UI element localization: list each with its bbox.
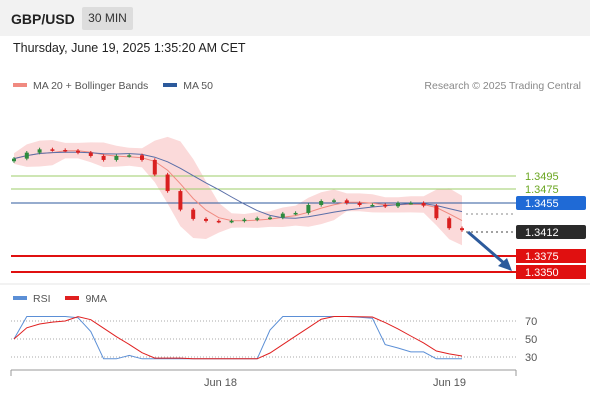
ma50-line (13, 151, 463, 219)
chart-datetime: Thursday, June 19, 2025 1:35:20 AM CET (13, 41, 246, 55)
candle-body (114, 155, 119, 160)
candlestick-series (12, 147, 464, 232)
rsi-tick-30: 30 (525, 352, 537, 364)
candle-body (178, 191, 183, 210)
legend-item-ma20[interactable]: MA 20 + Bollinger Bands (13, 80, 148, 92)
candle-body (293, 212, 298, 215)
rsi-line (13, 316, 462, 360)
resistance-2-label: 1.3495 (525, 171, 559, 183)
bollinger-band (14, 136, 462, 246)
candle-body (268, 217, 272, 220)
rsi-tick-50: 50 (525, 334, 537, 346)
candle-body (229, 220, 234, 223)
candle-body (306, 204, 311, 213)
candle-body (408, 203, 413, 205)
forecast-arrow (467, 230, 512, 271)
candle-body (344, 200, 349, 203)
candle-body (255, 218, 260, 220)
candle-body (101, 155, 106, 160)
legend-label-ma20: MA 20 + Bollinger Bands (33, 80, 149, 92)
legend-item-rsi[interactable]: RSI (13, 293, 51, 305)
legend-item-ma50[interactable]: MA 50 (163, 80, 213, 92)
x-label-jun18: Jun 18 (204, 377, 237, 389)
support-1-label: 1.3375 (525, 251, 559, 263)
candle-body (88, 152, 93, 156)
instrument-symbol: GBP/USD (11, 11, 75, 27)
candle-body (140, 155, 144, 160)
rsi-tick-70: 70 (525, 316, 537, 328)
candle-body (383, 204, 388, 207)
candle-body (447, 218, 452, 229)
candle-body (357, 203, 362, 205)
legend-label-9ma: 9MA (85, 293, 108, 305)
candle-body (204, 218, 208, 221)
ma50-swatch (163, 83, 178, 88)
x-label-jun19: Jun 19 (433, 377, 466, 389)
price-legend: MA 20 + Bollinger Bands MA 50 (13, 80, 225, 92)
rsi-legend: RSI 9MA (13, 293, 119, 305)
candle-body (216, 220, 221, 223)
9ma-swatch (65, 296, 80, 301)
pivot-label-box (516, 196, 586, 210)
candle-body (50, 149, 55, 151)
ma20-line (13, 150, 463, 222)
legend-label-ma50: MA 50 (183, 80, 213, 92)
chart-header: GBP/USD 30 MIN (0, 0, 590, 36)
candle-body (319, 201, 324, 205)
candle-body (280, 213, 285, 218)
pivot-label: 1.3455 (525, 198, 559, 210)
candle-body (76, 150, 80, 153)
candle-body (165, 174, 170, 192)
candle-body (127, 155, 132, 157)
candle-body (332, 200, 336, 202)
candle-body (63, 150, 68, 152)
candle-body (370, 204, 375, 207)
last-price-box (516, 225, 586, 239)
candle-body (191, 209, 196, 219)
timeframe-button[interactable]: 30 MIN (82, 7, 133, 30)
candle-body (396, 203, 400, 207)
candle-body (37, 149, 42, 153)
copyright-text: Research © 2025 Trading Central (424, 80, 581, 92)
rsi-swatch (13, 296, 27, 301)
resistance-1-label: 1.3475 (525, 184, 559, 196)
rsi-9ma-line (13, 316, 463, 360)
candle-body (152, 159, 157, 175)
legend-item-9ma[interactable]: 9MA (65, 293, 107, 305)
last-price-label: 1.3412 (525, 227, 559, 239)
support-1-box (516, 249, 586, 263)
candle-body (24, 152, 29, 159)
legend-label-rsi: RSI (33, 293, 51, 305)
candle-body (460, 228, 464, 231)
support-2-label: 1.3350 (525, 267, 559, 279)
candle-body (242, 219, 247, 222)
support-2-box (516, 265, 586, 279)
ma20-swatch (13, 83, 27, 88)
candle-body (12, 158, 16, 162)
candle-body (421, 203, 426, 206)
candle-body (434, 205, 439, 219)
